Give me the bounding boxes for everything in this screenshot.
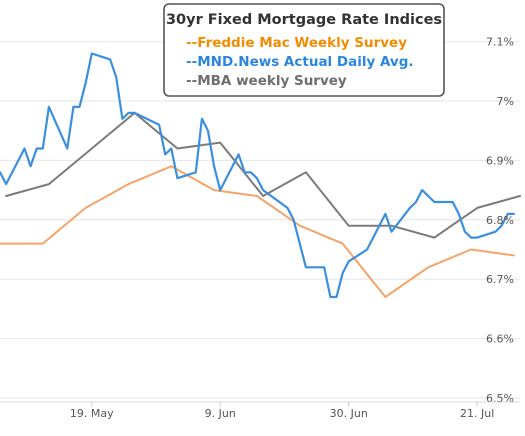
y-tick-label: 7.1% [486, 36, 514, 49]
legend-item-mba: --MBA weekly Survey [186, 73, 347, 89]
series-line-mnd-news [0, 52, 516, 299]
legend-box [163, 3, 445, 97]
y-tick-label: 6.9% [486, 154, 514, 167]
y-tick-label: 7% [497, 95, 514, 108]
legend-item-freddie-mac: --Freddie Mac Weekly Survey [186, 35, 407, 51]
x-tick-label: 9. Jun [205, 407, 236, 420]
grid-lines [0, 41, 520, 399]
legend-item-mnd-news: --MND.News Actual Daily Avg. [186, 54, 414, 70]
x-tick-label: 30. Jun [330, 407, 368, 420]
axis-ticks: 6.5% 6.6% 6.7% 6.8% 6.9% 7% 7.1% 19. May 9. Jun 3… [0, 36, 520, 420]
y-tick-label: 6.5% [486, 392, 514, 405]
legend: 30yr Fixed Mortgage Rate Indices --Fredd… [163, 3, 445, 97]
x-tick-label: 19. May [70, 407, 114, 420]
series-line-mba [5, 111, 521, 239]
y-tick-label: 6.7% [486, 273, 514, 286]
chart-title: 30yr Fixed Mortgage Rate Indices [166, 12, 442, 28]
x-tick-label: 21. Jul [460, 407, 494, 420]
series-lines [0, 52, 521, 299]
series-line-freddie-mac [0, 165, 515, 298]
y-tick-label: 6.6% [486, 333, 514, 346]
y-tick-label: 6.8% [486, 214, 514, 227]
